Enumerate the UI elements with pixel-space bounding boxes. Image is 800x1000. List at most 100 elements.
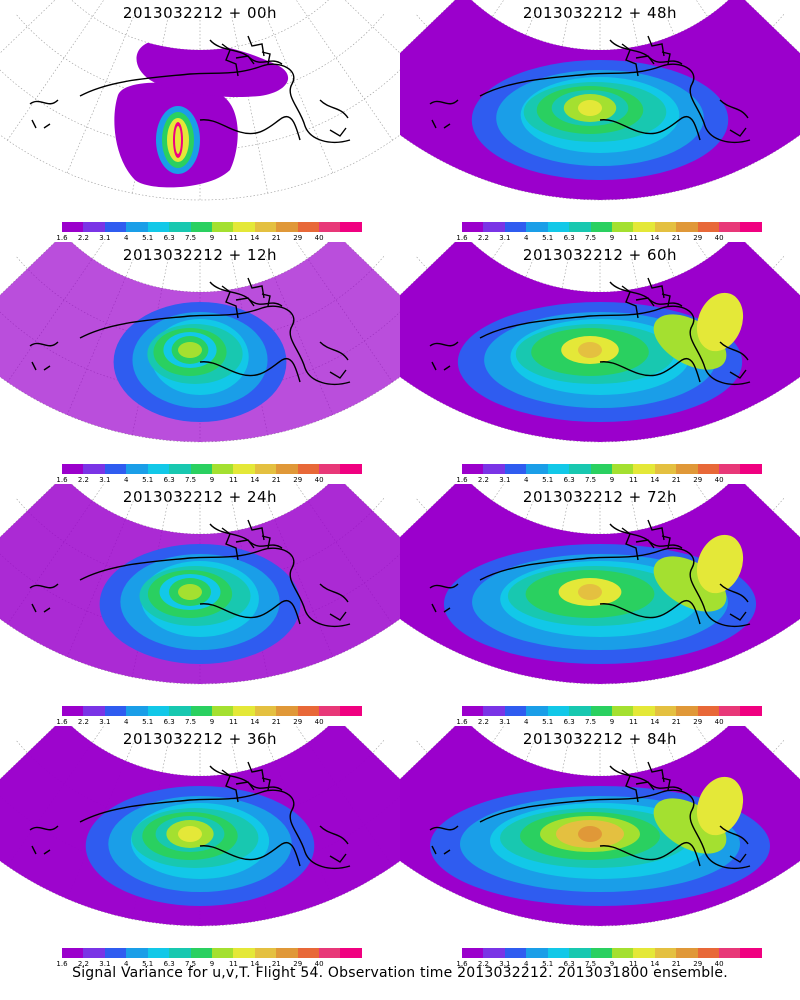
colorbar-tick-label: 4	[124, 476, 129, 484]
colorbar-tick-label: 11	[228, 234, 238, 242]
colorbar-segment	[740, 222, 762, 232]
panel-title: 2013032212 + 12h	[122, 246, 278, 264]
colorbar-ticks: 1.6 2.2 3.1 4 5.1 6.3 7.5 9 11 14 21 29 40	[456, 718, 762, 728]
map-panel: 2013032212 + 12h 1.6 2.2 3.1 4 5.1 6.3 7.5 9 11 14…	[0, 242, 400, 484]
colorbar-tick-label: 3.1	[499, 960, 511, 968]
colorbar-segment	[526, 464, 548, 474]
colorbar-ticks: 1.6 2.2 3.1 4 5.1 6.3 7.5 9 11 14 21 29 40	[456, 234, 762, 244]
colorbar-segment	[569, 222, 591, 232]
colorbar-tick-label: 5.1	[142, 476, 154, 484]
colorbar-tick-label: 40	[314, 476, 324, 484]
colorbar-tick-label: 7.5	[584, 960, 597, 968]
colorbar-tick-label: 9	[609, 234, 615, 242]
colorbar-segment	[276, 948, 298, 958]
colorbar-tick-label: 9	[209, 234, 215, 242]
colorbar-segment	[676, 706, 698, 716]
variance-field	[0, 242, 400, 443]
colorbar-segment	[62, 948, 84, 958]
colorbar-segment	[126, 222, 148, 232]
colorbar-segment	[169, 222, 191, 232]
colorbar-segment	[297, 464, 320, 474]
colorbar-segment	[526, 948, 548, 958]
colorbar-segment	[504, 464, 527, 474]
colorbar	[462, 948, 762, 958]
colorbar-tick-label: 7.5	[184, 718, 197, 726]
colorbar-segment	[569, 464, 591, 474]
colorbar-tick-label: 2.2	[477, 234, 489, 242]
map-panel: 2013032212 + 84h 1.6 2.2 3.1 4 5.1 6.3 7.5 9 11 14…	[400, 726, 800, 968]
colorbar-tick-label: 6.3	[163, 960, 175, 968]
colorbar-segment	[697, 948, 720, 958]
colorbar-tick-label: 3.1	[499, 234, 511, 242]
colorbar-segment	[676, 464, 698, 474]
coastline	[429, 277, 751, 386]
colorbar-segment	[104, 706, 127, 716]
colorbar-segment	[276, 222, 298, 232]
colorbar-tick-label: 40	[314, 960, 324, 968]
variance-field	[114, 40, 289, 188]
colorbar-segment	[190, 706, 212, 716]
colorbar-segment	[504, 222, 527, 232]
colorbar-segment	[719, 464, 741, 474]
colorbar-tick-label: 7.5	[584, 234, 597, 242]
colorbar-tick-label: 6.3	[163, 234, 175, 242]
polar-stereographic-map	[0, 726, 400, 927]
colorbar	[62, 948, 362, 958]
panel-title: 2013032212 + 60h	[522, 246, 678, 264]
colorbar-segment	[590, 706, 612, 716]
colorbar-segment	[654, 948, 677, 958]
colorbar-segment	[233, 464, 255, 474]
colorbar-segment	[654, 222, 677, 232]
colorbar-segment	[254, 464, 277, 474]
colorbar-tick-label: 29	[293, 234, 303, 242]
colorbar-segment	[547, 222, 570, 232]
colorbar-segment	[233, 948, 255, 958]
polar-stereographic-map	[400, 0, 800, 201]
colorbar-tick-label: 21	[271, 476, 281, 484]
colorbar-segment	[697, 706, 720, 716]
polar-stereographic-map	[400, 726, 800, 927]
colorbar-tick-label: 1.6	[456, 960, 468, 968]
colorbar-tick-label: 11	[228, 960, 238, 968]
colorbar-segment	[526, 706, 548, 716]
colorbar-segment	[147, 706, 170, 716]
colorbar-tick-label: 5.1	[142, 718, 154, 726]
colorbar-tick-label: 2.2	[77, 476, 89, 484]
colorbar-segment	[611, 948, 634, 958]
colorbar-segment	[126, 464, 148, 474]
colorbar-tick-label: 6.3	[563, 234, 575, 242]
variance-field	[400, 242, 800, 443]
colorbar-tick-label: 40	[714, 960, 724, 968]
colorbar-ticks: 1.6 2.2 3.1 4 5.1 6.3 7.5 9 11 14 21 29 40	[56, 476, 362, 486]
colorbar-segment	[462, 706, 484, 716]
colorbar-tick-label: 29	[693, 476, 703, 484]
colorbar-segment	[611, 706, 634, 716]
colorbar-tick-label: 21	[671, 234, 681, 242]
colorbar-segment	[62, 222, 84, 232]
colorbar-segment	[104, 222, 127, 232]
colorbar-segment	[462, 222, 484, 232]
colorbar-segment	[697, 222, 720, 232]
map-panel: 2013032212 + 60h 1.6 2.2 3.1 4 5.1 6.3 7.5 9 11 14…	[400, 242, 800, 484]
colorbar-segment	[297, 706, 320, 716]
colorbar-tick-label: 14	[250, 960, 260, 968]
variance-field	[400, 726, 800, 927]
colorbar-segment	[740, 464, 762, 474]
colorbar-segment	[297, 948, 320, 958]
colorbar-segment	[254, 706, 277, 716]
colorbar-tick-label: 1.6	[56, 960, 68, 968]
colorbar-segment	[697, 464, 720, 474]
panel-title: 2013032212 + 24h	[122, 488, 278, 506]
polar-stereographic-map	[0, 242, 400, 443]
colorbar-segment	[569, 948, 591, 958]
colorbar-tick-label: 6.3	[563, 960, 575, 968]
colorbar-tick-label: 6.3	[163, 476, 175, 484]
coastline	[429, 519, 751, 628]
colorbar-tick-label: 11	[628, 476, 638, 484]
colorbar-segment	[126, 706, 148, 716]
colorbar-tick-label: 1.6	[56, 234, 68, 242]
colorbar-tick-label: 1.6	[56, 476, 68, 484]
colorbar-tick-label: 6.3	[163, 718, 175, 726]
colorbar-tick-label: 2.2	[477, 960, 489, 968]
colorbar-segment	[547, 706, 570, 716]
